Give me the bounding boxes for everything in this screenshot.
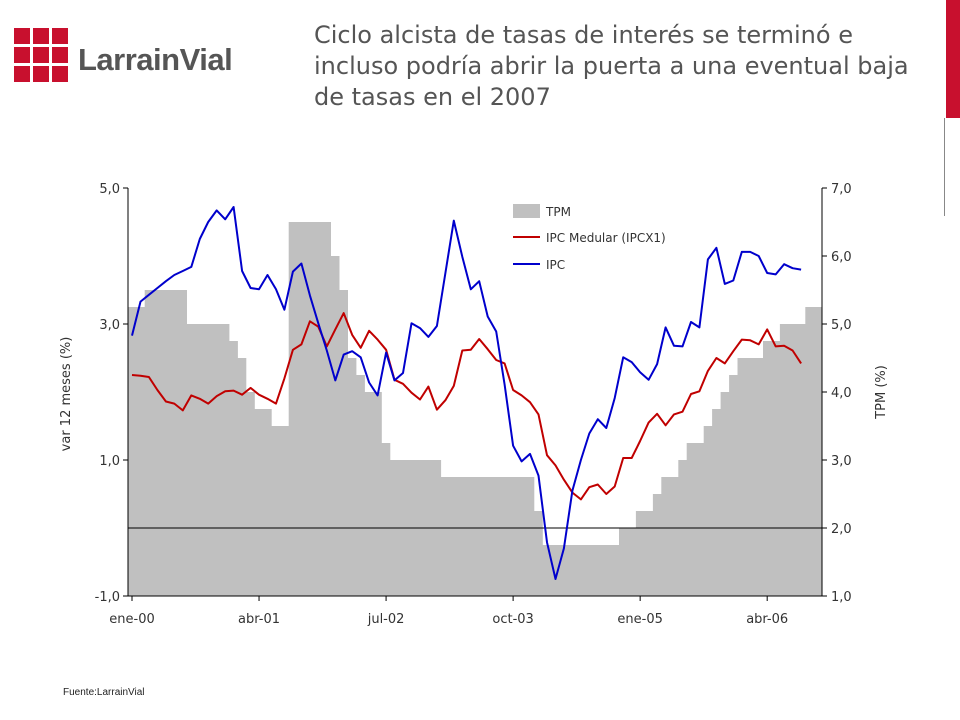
accent-divider: [944, 118, 945, 216]
y-tick-label-left: -1,0: [95, 590, 120, 605]
y-tick-label-left: 3,0: [99, 318, 120, 333]
logo-square: [52, 47, 68, 63]
legend: TPM IPC Medular (IPCX1) IPC: [513, 204, 666, 272]
logo-square: [14, 47, 30, 63]
y-tick-label-right: 1,0: [831, 590, 852, 605]
y-tick-label-right: 6,0: [831, 250, 852, 265]
logo: LarrainVial: [14, 28, 233, 88]
logo-square: [14, 28, 30, 44]
x-tick-label: jul-02: [367, 612, 405, 627]
legend-label: IPC: [546, 258, 565, 272]
x-tick-label: abr-01: [238, 612, 280, 627]
series-ipc-line: [131, 206, 802, 580]
series-ipc-medular-line: [131, 312, 802, 501]
logo-grid-icon: [14, 28, 68, 82]
logo-square: [33, 47, 49, 63]
y-tick-label-left: 1,0: [99, 454, 120, 469]
tpm-area-layer: [128, 222, 822, 596]
accent-bar: [946, 0, 960, 118]
y-axis-title-left: var 12 meses (%): [59, 337, 74, 452]
x-tick-label: ene-00: [109, 612, 154, 627]
logo-square: [33, 66, 49, 82]
axis-layer: 5,0 3,0 1,0 -1,0 7,0 6,0 5,0 4,0 3,0 2,0 1,0 ene-00…: [59, 182, 889, 627]
legend-swatch-tpm: [513, 204, 540, 218]
x-tick-label: oct-03: [492, 612, 533, 627]
page-title: Ciclo alcista de tasas de interés se ter…: [314, 21, 909, 111]
y-tick-label-left: 5,0: [99, 182, 120, 197]
y-axis-title-right: TPM (%): [874, 365, 889, 420]
y-tick-label-right: 7,0: [831, 182, 852, 197]
logo-square: [14, 66, 30, 82]
logo-square: [33, 28, 49, 44]
logo-text: LarrainVial: [78, 42, 233, 77]
legend-label: TPM: [545, 205, 571, 219]
y-tick-label-right: 5,0: [831, 318, 852, 333]
x-tick-label: ene-05: [617, 612, 662, 627]
logo-square: [52, 28, 68, 44]
line-layer: [131, 206, 802, 580]
x-tick-label: abr-06: [746, 612, 788, 627]
y-tick-label-right: 3,0: [831, 454, 852, 469]
y-tick-label-right: 4,0: [831, 386, 852, 401]
logo-square: [52, 66, 68, 82]
y-tick-label-right: 2,0: [831, 522, 852, 537]
legend-label: IPC Medular (IPCX1): [546, 231, 666, 245]
source-note: Fuente:LarrainVial: [63, 687, 145, 698]
series-tpm-area: [128, 222, 822, 596]
